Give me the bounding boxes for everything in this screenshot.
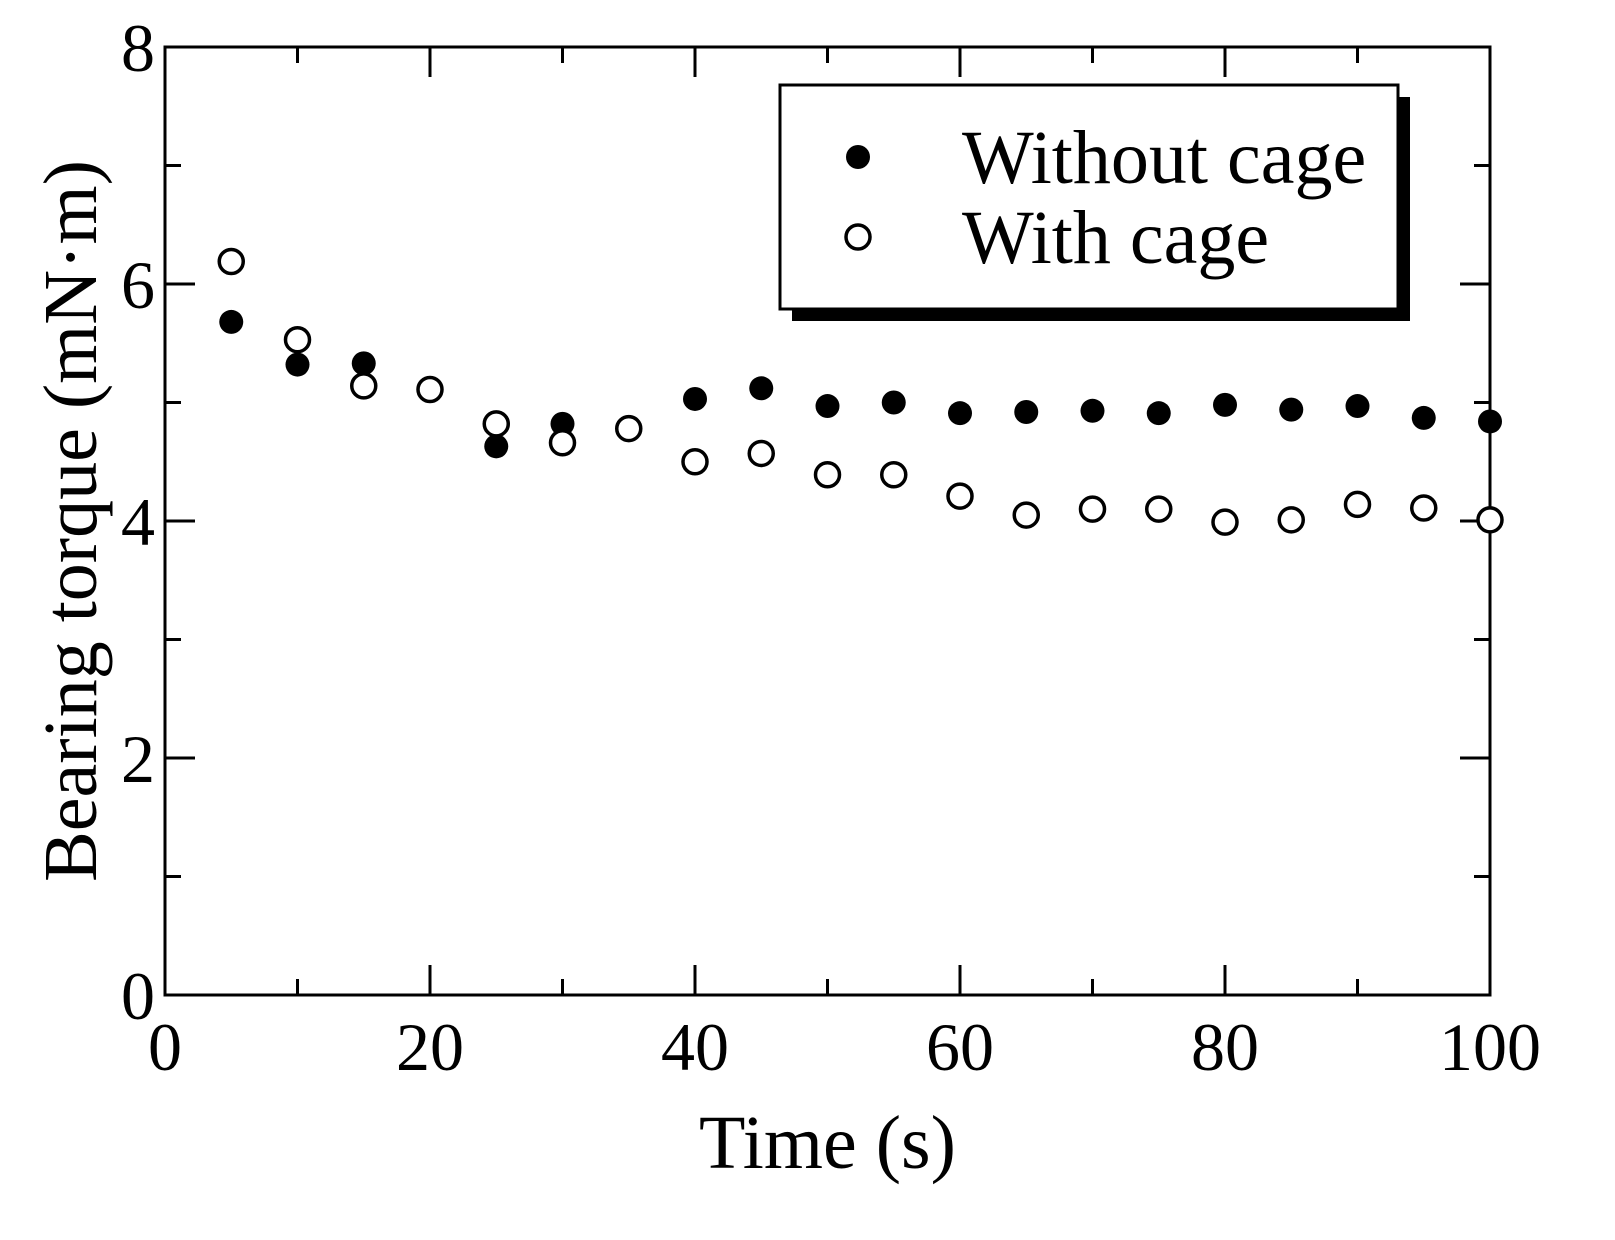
point-without-cage [1080,398,1105,423]
legend-marker-with-cage [844,223,872,251]
y-tick-label: 4 [121,484,155,560]
point-with-cage [681,448,709,476]
point-with-cage [1211,508,1239,536]
legend-box [778,83,1400,311]
x-tick-label: 40 [661,1009,729,1085]
point-without-cage [881,390,906,415]
data-points [217,247,1504,536]
y-tick-label: 0 [121,958,155,1034]
point-without-cage [815,394,840,419]
point-without-cage [219,309,244,334]
point-without-cage [351,351,376,376]
point-without-cage [1279,397,1304,422]
point-with-cage [946,482,974,510]
point-with-cage [283,325,312,354]
point-without-cage [1146,401,1171,426]
point-with-cage [880,461,908,489]
point-with-cage [1145,495,1173,523]
point-with-cage [1078,495,1107,523]
x-tick-label: 80 [1191,1009,1259,1085]
point-with-cage [350,372,378,400]
point-with-cage [482,410,510,438]
point-with-cage [813,461,842,489]
y-axis-title: Bearing torque (mN·m) [29,160,113,882]
point-with-cage [548,429,577,457]
point-without-cage [484,434,509,459]
tick-labels: 0 20 40 60 80 100 0 2 4 6 8 [121,10,1541,1085]
y-tick-label: 8 [121,10,155,86]
x-tick-label: 100 [1439,1009,1541,1085]
x-tick-label: 0 [148,1009,182,1085]
legend-label-without-cage: Without cage [962,116,1366,200]
y-tick-label: 6 [121,247,155,323]
point-without-cage [749,376,774,401]
legend-label-with-cage: With cage [962,196,1269,280]
point-with-cage [1476,506,1504,534]
x-tick-label: 20 [396,1009,464,1085]
point-without-cage [1014,399,1039,424]
point-without-cage [683,386,707,411]
point-without-cage [948,401,972,426]
point-without-cage [1411,405,1436,430]
point-with-cage [1410,494,1438,522]
point-without-cage [1478,409,1502,434]
point-with-cage [416,375,444,404]
legend: Without cage With cage [778,83,1410,321]
point-with-cage [217,247,245,276]
point-without-cage [1213,392,1237,417]
point-without-cage [550,411,575,436]
x-tick-label: 60 [926,1009,994,1085]
point-with-cage [747,439,775,468]
point-with-cage [1012,501,1040,529]
point-without-cage [1345,394,1370,419]
y-tick-label: 2 [121,721,155,797]
point-with-cage [1277,506,1305,534]
point-with-cage [615,414,643,443]
legend-marker-without-cage [846,145,870,169]
point-with-cage [1343,490,1372,519]
point-without-cage [285,352,310,377]
x-axis-title: Time (s) [699,1101,956,1185]
